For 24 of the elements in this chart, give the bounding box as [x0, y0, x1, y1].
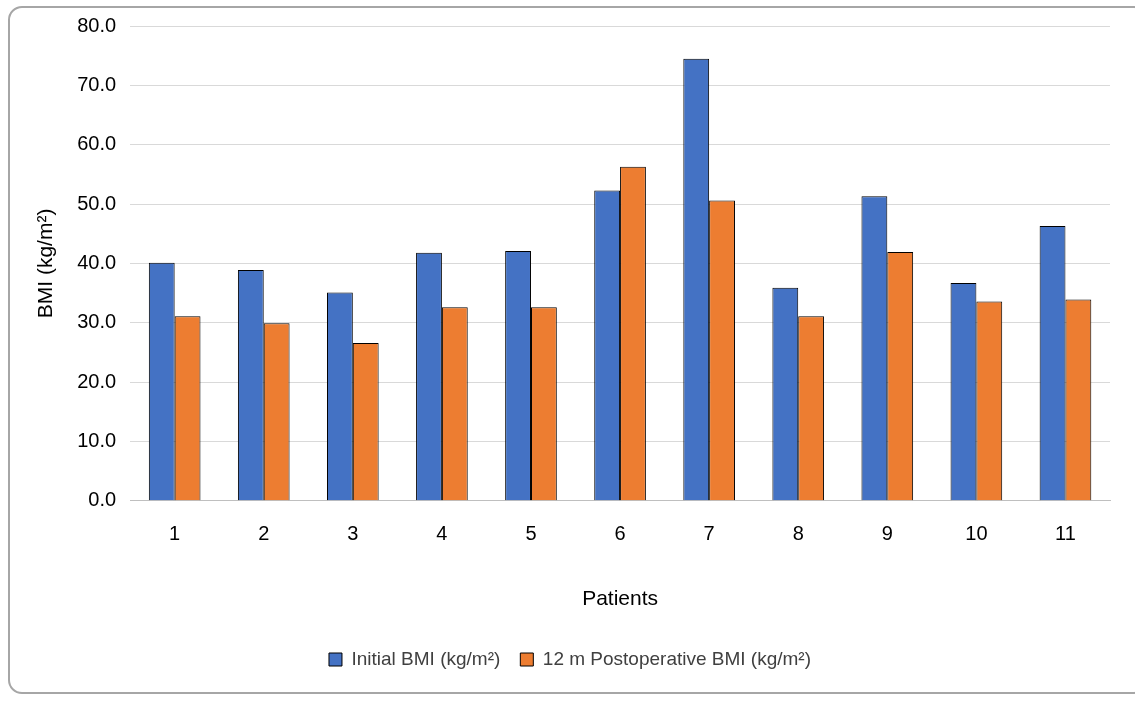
- x-axis-title: Patients: [582, 586, 659, 610]
- y-tick-label: 30.0: [77, 310, 117, 333]
- legend-label: 12 m Postoperative BMI (kg/m²): [542, 647, 812, 669]
- y-tick-label: 50.0: [77, 191, 117, 214]
- x-tick-label: 6: [614, 522, 626, 545]
- y-tick-label: 40.0: [77, 250, 117, 273]
- x-tick-label: 10: [965, 522, 988, 545]
- y-tick-label: 60.0: [77, 132, 117, 155]
- y-tick-label: 20.0: [77, 369, 117, 392]
- y-tick-label: 10.0: [77, 428, 117, 451]
- x-tick-label: 11: [1055, 522, 1076, 545]
- x-tick-label: 4: [436, 522, 448, 545]
- y-tick-label: 70.0: [77, 72, 117, 95]
- y-tick-label: 80.0: [77, 13, 117, 36]
- x-tick-label: 8: [792, 522, 804, 545]
- y-axis-title: BMI (kg/m²): [33, 208, 57, 319]
- legend-label: Initial BMI (kg/m²): [351, 647, 501, 669]
- x-tick-label: 2: [258, 522, 270, 545]
- y-tick-label: 0.0: [88, 488, 117, 511]
- x-tick-label: 7: [703, 522, 715, 545]
- x-tick-label: 9: [881, 522, 893, 545]
- x-tick-label: 5: [525, 522, 537, 545]
- x-tick-label: 3: [347, 522, 359, 545]
- x-tick-label: 1: [169, 522, 181, 545]
